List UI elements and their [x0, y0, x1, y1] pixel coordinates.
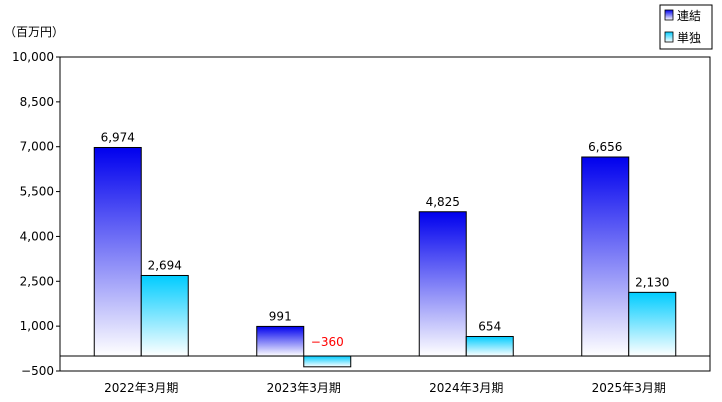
y-tick-label: −500 [21, 364, 54, 378]
y-tick-label: 4,000 [20, 229, 54, 243]
bars [93, 146, 677, 368]
x-category-label: 2023年3月期 [267, 381, 341, 395]
y-tick-label: 5,500 [20, 185, 54, 199]
data-label-standalone: 2,130 [635, 275, 669, 289]
legend-swatch-standalone [664, 31, 674, 43]
bar-standalone [465, 335, 514, 357]
y-axis-ticks: 10,000 8,500 7,000 5,500 4,000 2,500 1,000 −500 [12, 50, 60, 378]
unit-label: （百万円） [4, 25, 64, 39]
y-tick-label: 8,500 [20, 95, 54, 109]
data-label-consolidated: 6,656 [588, 140, 622, 154]
data-label-consolidated: 4,825 [426, 195, 460, 209]
legend-swatch-consolidated [664, 9, 674, 21]
bar-consolidated [581, 156, 630, 357]
data-label-consolidated: 6,974 [101, 130, 135, 144]
bar-standalone [303, 355, 352, 368]
data-label-standalone: −360 [311, 335, 344, 349]
data-label-standalone: 654 [478, 319, 501, 333]
bar-consolidated [256, 325, 305, 357]
bar-consolidated [418, 211, 467, 357]
y-tick-label: 1,000 [20, 319, 54, 333]
legend: 連結 単独 [659, 4, 713, 50]
data-labels: 6,974 2,694 991 −360 4,825 654 6,656 2,130 [101, 130, 670, 349]
y-tick-label: 7,000 [20, 140, 54, 154]
legend-label-standalone: 単独 [677, 31, 701, 45]
bar-consolidated [93, 146, 142, 357]
data-label-standalone: 2,694 [148, 258, 182, 272]
x-category-label: 2022年3月期 [104, 381, 178, 395]
bar-standalone [140, 274, 189, 357]
data-label-consolidated: 991 [269, 309, 292, 323]
legend-label-consolidated: 連結 [677, 9, 701, 23]
y-tick-label: 10,000 [12, 50, 54, 64]
x-category-label: 2025年3月期 [592, 381, 666, 395]
y-tick-label: 2,500 [20, 274, 54, 288]
x-axis-categories: 2022年3月期 2023年3月期 2024年3月期 2025年3月期 [104, 381, 666, 395]
x-category-label: 2024年3月期 [429, 381, 503, 395]
bar-standalone [628, 291, 677, 357]
